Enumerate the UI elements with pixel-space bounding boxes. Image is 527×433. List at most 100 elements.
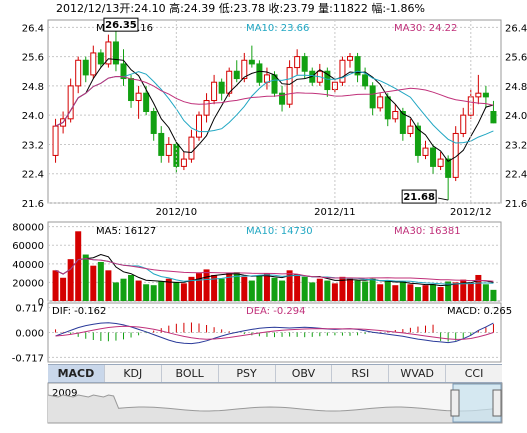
price-y-tick-right: 24.8 <box>505 82 527 93</box>
candle-body <box>211 81 218 102</box>
ma5-line <box>55 58 494 162</box>
price-y-tick-left: 22.4 <box>22 170 44 181</box>
price-y-tick-left: 25.6 <box>22 53 44 64</box>
tab-obv[interactable]: OBV <box>276 365 333 382</box>
candle-body <box>407 125 414 134</box>
candle-body <box>241 59 248 80</box>
candle-body <box>339 59 346 83</box>
volume-bar <box>369 278 376 301</box>
volume-ma-label: MA5: 16127 <box>96 226 156 237</box>
candle-body <box>67 85 74 120</box>
low-marker-box <box>401 189 437 204</box>
volume-bar <box>445 281 452 301</box>
candle-body <box>218 81 225 94</box>
volume-bar <box>316 278 323 301</box>
candle-body <box>301 56 308 72</box>
candle-body <box>256 63 263 83</box>
tab-kdj[interactable]: KDJ <box>105 365 162 382</box>
ma30-line <box>55 75 494 127</box>
volume-bar <box>75 231 82 301</box>
price-y-tick-right: 25.6 <box>505 53 527 64</box>
candle-body <box>445 158 452 178</box>
candle-body <box>460 114 467 134</box>
volume-bar <box>384 280 391 301</box>
volume-bar <box>82 254 89 301</box>
low-marker-label: 21.68 <box>403 192 435 203</box>
candle-body <box>203 100 210 116</box>
price-x-tick: 2012/11 <box>314 207 356 218</box>
volume-bar <box>256 275 263 301</box>
candle-body <box>135 92 142 102</box>
volume-bar <box>158 281 165 301</box>
volume-bar <box>180 283 187 301</box>
volume-bar <box>233 272 240 301</box>
volume-bar <box>90 265 97 301</box>
volume-bar <box>309 282 316 301</box>
price-y-tick-left: 24.0 <box>22 111 44 122</box>
volume-bar <box>67 259 74 301</box>
volume-ma-label: MA30: 16381 <box>394 226 461 237</box>
ma10-line <box>55 70 494 144</box>
candle-body <box>82 59 89 76</box>
tab-psy[interactable]: PSY <box>219 365 276 382</box>
candle-body <box>362 74 369 87</box>
volume-y-tick: 0 <box>38 297 44 308</box>
volume-bar <box>354 280 361 301</box>
volume-bar <box>339 276 346 301</box>
candle-body <box>437 158 444 167</box>
tab-boll[interactable]: BOLL <box>162 365 219 382</box>
candle-body <box>294 56 301 69</box>
candle-body <box>369 85 376 109</box>
tab-wvad[interactable]: WVAD <box>389 365 447 382</box>
candle-body <box>105 41 112 65</box>
volume-bar <box>218 278 225 301</box>
high-marker-box <box>103 17 139 32</box>
navigator-history-area <box>47 394 503 424</box>
volume-bar <box>226 273 233 301</box>
volume-bar <box>422 285 429 301</box>
tab-macd[interactable]: MACD <box>48 365 105 382</box>
candle-body <box>188 136 195 160</box>
price-ma-label: MA30: 24.22 <box>394 23 457 34</box>
candle-body <box>452 132 459 178</box>
candle-body <box>490 111 497 124</box>
candle-body <box>75 59 82 87</box>
tab-rsi[interactable]: RSI <box>332 365 390 382</box>
candle-body <box>226 70 233 94</box>
price-y-tick-right: 21.6 <box>505 199 527 210</box>
volume-bar <box>211 274 218 301</box>
candle-body <box>377 96 384 109</box>
volume-bar <box>286 270 293 301</box>
price-x-tick: 2012/12 <box>450 207 492 218</box>
volume-bar <box>279 280 286 301</box>
candle-body <box>97 52 104 65</box>
volume-bar <box>294 274 301 301</box>
header-quote: 2012/12/13开:24.10 高:24.39 低:23.78 收:23.7… <box>56 1 425 15</box>
navigator-left-handle <box>450 389 460 417</box>
volume-bar <box>467 283 474 301</box>
low-marker-line <box>438 197 449 201</box>
volume-bar <box>165 278 172 301</box>
volume-y-tick: 60000 <box>12 241 44 252</box>
tab-cci[interactable]: CCI <box>464 367 484 380</box>
candle-body <box>165 143 172 156</box>
volume-bar <box>347 278 353 301</box>
candle-body <box>286 67 293 105</box>
candle-body <box>384 96 391 120</box>
price-x-tick: 2012/10 <box>156 207 198 218</box>
volume-bar <box>482 284 489 301</box>
candle-body <box>414 125 421 156</box>
candle-body <box>475 92 482 98</box>
volume-bar <box>97 261 104 301</box>
volume-bar <box>407 284 414 301</box>
dea-line <box>55 325 494 340</box>
candle-body <box>173 143 180 167</box>
volume-bar <box>301 276 308 301</box>
volume-bar <box>203 269 210 301</box>
candle-body <box>233 70 240 80</box>
volume-bar <box>60 277 67 301</box>
volume-bar <box>324 280 331 301</box>
price-y-tick-right: 26.4 <box>505 23 527 34</box>
volume-bar <box>263 273 270 301</box>
volume-bar <box>128 274 135 301</box>
